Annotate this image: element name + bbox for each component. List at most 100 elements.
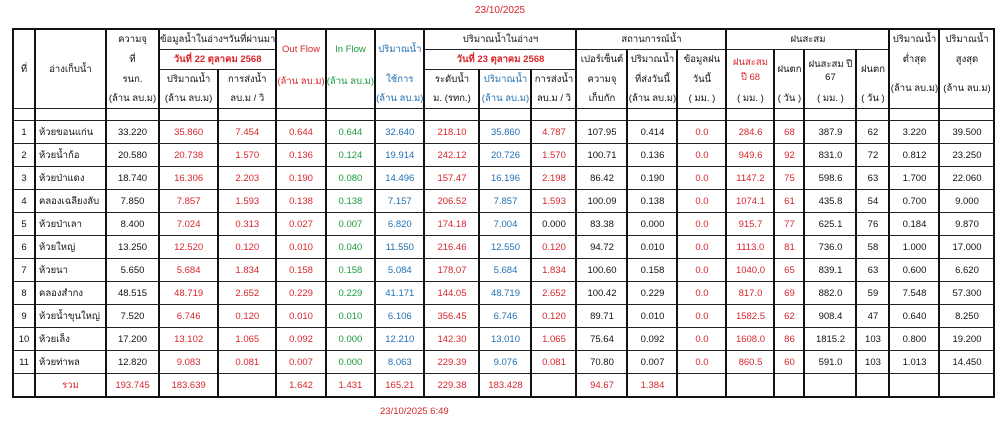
cell-outflow: 0.136: [275, 143, 327, 167]
cell-rain-days-67: 47: [855, 304, 890, 328]
cell-rain-67: 839.1: [803, 258, 857, 282]
cell-curr-volume: 12.550: [478, 235, 532, 259]
header-released-unit: (ล้าน ลบ.ม): [626, 89, 678, 109]
reservoir-table: ที่ อ่างเก็บน้ำ ความจุ ข้อมูลน้ำในอ่างฯว…: [12, 28, 996, 398]
cell-min-volume: 1.013: [888, 350, 940, 374]
cell-rain-days-68: 86: [773, 327, 805, 351]
cell-rain-68: 1608.0: [725, 327, 775, 351]
cell-rain-67: 387.9: [803, 120, 857, 144]
cell-water-level: 142.30: [423, 327, 480, 351]
table-row: 2 ห้วยน้ำก้อ 20.580 20.738 1.570 0.136 0.124 19…: [12, 143, 995, 167]
header-capacity-1: ความจุ: [105, 28, 160, 50]
cell-rain-68: 1582.5: [725, 304, 775, 328]
header-usable-unit: (ล้าน ลบ.ม): [374, 89, 425, 109]
totals-level: 229.38: [423, 373, 480, 398]
header-percent-1: เปอร์เซ็นต์: [575, 49, 628, 70]
cell-inflow: 0.138: [324, 189, 376, 213]
cell-rain-today: 0.0: [676, 304, 727, 328]
cell-max-volume: 14.450: [938, 350, 995, 374]
cell-row-no: 11: [12, 350, 36, 374]
cell-curr-volume: 13.010: [478, 327, 532, 351]
cell-rain-67: 598.6: [803, 166, 857, 190]
header-capacity-unit: (ล้าน ลบ.ม): [105, 89, 160, 109]
table-row: 6 ห้วยใหญ่ 13.250 12.520 0.120 0.010 0.040 11.5…: [12, 235, 995, 259]
cell-curr-release: 2.198: [530, 166, 577, 190]
cell-usable-volume: 41.171: [374, 281, 425, 305]
cell-rain-68: 860.5: [725, 350, 775, 374]
cell-curr-release: 0.081: [530, 350, 577, 374]
header-prev-release-unit: ลบ.ม / วิ: [217, 89, 277, 109]
cell-water-level: 174.18: [423, 212, 480, 236]
cell-curr-release: 0.120: [530, 235, 577, 259]
cell-usable-volume: 11.550: [374, 235, 425, 259]
cell-rain-days-67: 63: [855, 258, 890, 282]
cell-percent-capacity: 89.71: [575, 304, 628, 328]
cell-prev-release: 0.313: [217, 212, 277, 236]
cell-reservoir-name: ห้วยท่าพล: [34, 350, 107, 374]
cell-curr-volume: 7.857: [478, 189, 532, 213]
cell-outflow: 0.229: [275, 281, 327, 305]
cell-reservoir-name: ห้วยนา: [34, 258, 107, 282]
cell-capacity: 17.200: [105, 327, 160, 351]
cell-outflow: 0.007: [275, 350, 327, 374]
header-prev-volume: ปริมาณน้ำ: [157, 69, 219, 89]
cell-min-volume: 3.220: [888, 120, 940, 144]
cell-inflow: 0.124: [324, 143, 376, 167]
cell-row-no: 6: [12, 235, 36, 259]
cell-percent-capacity: 86.42: [575, 166, 628, 190]
header-capacity-2: ที่: [105, 49, 160, 70]
cell-rain-today: 0.0: [676, 327, 727, 351]
cell-curr-release: 0.120: [530, 304, 577, 328]
totals-capacity: 193.745: [105, 373, 160, 398]
header-level: ระดับน้ำ: [423, 69, 480, 89]
cell-rain-days-67: 54: [855, 189, 890, 213]
cell-rain-67: 625.1: [803, 212, 857, 236]
cell-water-level: 178.07: [423, 258, 480, 282]
header-rain-group: ฝนสะสม: [725, 28, 890, 50]
header-no: ที่: [12, 28, 36, 109]
spacer-row: [12, 108, 995, 121]
cell-min-volume: 7.548: [888, 281, 940, 305]
cell-released-today: 0.007: [626, 350, 678, 374]
cell-curr-volume: 20.726: [478, 143, 532, 167]
update-timestamp: 23/10/2025 6:49: [380, 406, 449, 417]
cell-curr-volume: 5.684: [478, 258, 532, 282]
header-min-unit: (ล้าน ลบ.ม): [888, 69, 940, 109]
table-row: 9 ห้วยน้ำขุนใหญ่ 7.520 6.746 0.120 0.010 0.010…: [12, 304, 995, 328]
cell-outflow: 0.010: [275, 235, 327, 259]
header-curr-volume-unit: (ล้าน ลบ.ม): [478, 89, 532, 109]
totals-prev-volume: 183.639: [157, 373, 219, 398]
header-inflow: In Flow: [324, 28, 376, 70]
cell-rain-days-67: 59: [855, 281, 890, 305]
cell-curr-release: 1.570: [530, 143, 577, 167]
cell-outflow: 0.158: [275, 258, 327, 282]
cell-max-volume: 9.000: [938, 189, 995, 213]
header-curr-date: วันที่ 23 ตุลาคม 2568: [423, 49, 577, 70]
cell-rain-68: 1113.0: [725, 235, 775, 259]
cell-percent-capacity: 75.64: [575, 327, 628, 351]
cell-reservoir-name: ห้วยป่าเลา: [34, 212, 107, 236]
header-min-2: ต่ำสุด: [888, 49, 940, 70]
header-curr-volume: ปริมาณน้ำ: [478, 69, 532, 89]
cell-rain-68: 284.6: [725, 120, 775, 144]
cell-min-volume: 1.700: [888, 166, 940, 190]
totals-inflow: 1.431: [324, 373, 376, 398]
cell-inflow: 0.158: [324, 258, 376, 282]
cell-prev-volume: 7.857: [157, 189, 219, 213]
cell-usable-volume: 19.914: [374, 143, 425, 167]
header-rain-today-2: วันนี้: [676, 69, 727, 89]
header-capacity-3: รนก.: [105, 69, 160, 89]
cell-released-today: 0.010: [626, 304, 678, 328]
table-row: 1 ห้วยขอนแก่น 33.220 35.860 7.454 0.644 0.644 3…: [12, 120, 995, 144]
header-inflow-unit: (ล้าน ลบ.ม): [324, 69, 376, 109]
cell-released-today: 0.414: [626, 120, 678, 144]
cell-usable-volume: 12.210: [374, 327, 425, 351]
cell-rain-days-67: 62: [855, 120, 890, 144]
header-usable: ปริมาณน้ำ: [374, 28, 425, 70]
cell-water-level: 356.45: [423, 304, 480, 328]
cell-prev-volume: 7.024: [157, 212, 219, 236]
cell-usable-volume: 7.157: [374, 189, 425, 213]
cell-rain-days-68: 68: [773, 120, 805, 144]
cell-outflow: 0.027: [275, 212, 327, 236]
header-reservoir: อ่างเก็บน้ำ: [34, 28, 107, 109]
